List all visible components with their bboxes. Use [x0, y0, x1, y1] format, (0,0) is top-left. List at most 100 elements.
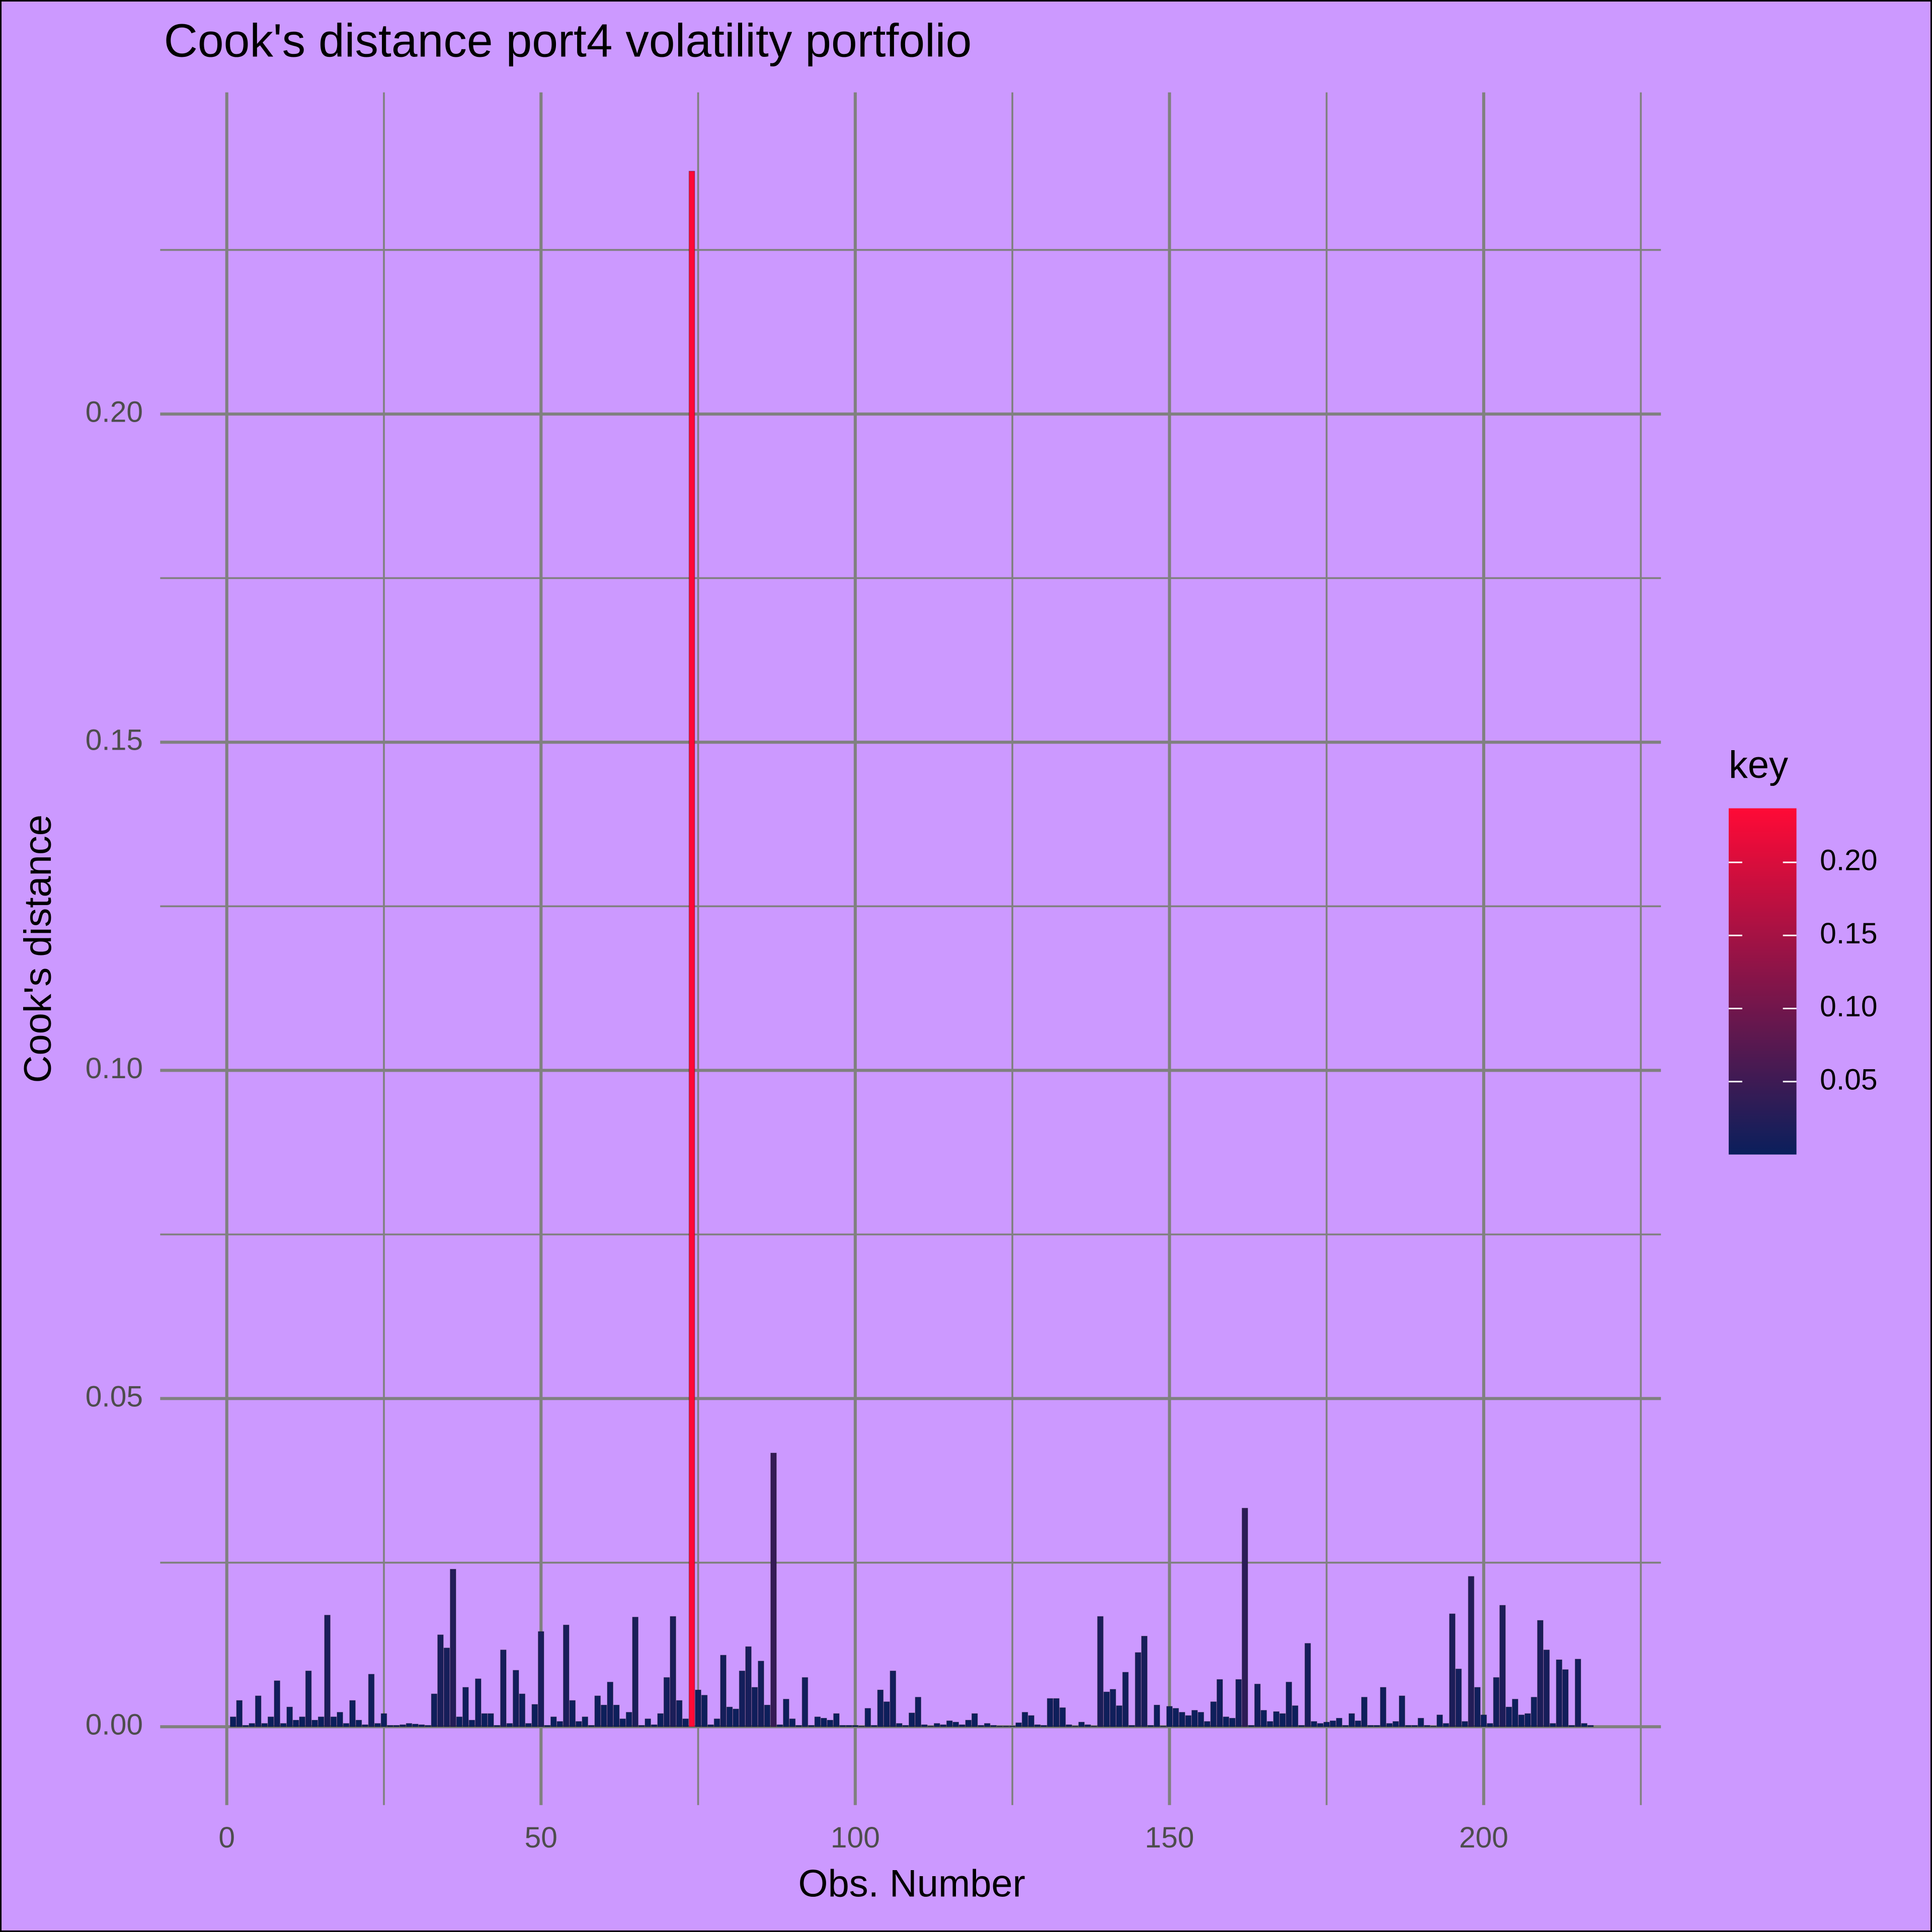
- bar: [789, 1718, 796, 1727]
- legend-title: key: [1729, 744, 1788, 786]
- bar: [1380, 1687, 1387, 1727]
- bar: [745, 1646, 752, 1727]
- bar: [418, 1724, 425, 1727]
- bar: [707, 1724, 714, 1727]
- bar: [594, 1696, 601, 1727]
- bar: [770, 1453, 777, 1727]
- bar: [978, 1725, 984, 1727]
- bar: [1430, 1726, 1437, 1727]
- bar: [833, 1713, 840, 1727]
- bar: [1562, 1669, 1569, 1727]
- colorbar: [1728, 808, 1797, 1155]
- bar: [965, 1720, 972, 1727]
- bar: [1487, 1723, 1493, 1727]
- bar: [1223, 1716, 1230, 1727]
- bar: [726, 1707, 733, 1727]
- bar: [952, 1722, 959, 1727]
- bar: [701, 1695, 708, 1727]
- bar: [852, 1725, 859, 1727]
- bar: [657, 1713, 664, 1727]
- bar: [1317, 1723, 1324, 1727]
- bar: [1254, 1683, 1261, 1727]
- bar: [582, 1716, 588, 1727]
- bar: [1329, 1720, 1336, 1727]
- bar: [1556, 1659, 1563, 1727]
- bar: [1424, 1725, 1430, 1727]
- bar: [236, 1700, 243, 1727]
- bar: [1468, 1576, 1475, 1727]
- bar: [1537, 1620, 1544, 1727]
- bar: [538, 1631, 544, 1727]
- bar: [1235, 1679, 1242, 1727]
- bar: [613, 1705, 620, 1727]
- bar: [1531, 1697, 1538, 1727]
- bar: [1109, 1689, 1116, 1727]
- bar: [1367, 1725, 1374, 1727]
- bar: [676, 1700, 683, 1727]
- bar: [1354, 1720, 1361, 1727]
- bar: [1091, 1726, 1097, 1727]
- bar: [1392, 1721, 1399, 1727]
- bar: [569, 1700, 576, 1727]
- bar: [619, 1718, 626, 1727]
- bar: [864, 1708, 871, 1727]
- bar: [1040, 1725, 1047, 1727]
- bar: [1179, 1712, 1185, 1727]
- bar: [688, 171, 695, 1727]
- bar: [607, 1681, 613, 1727]
- bar: [632, 1617, 638, 1727]
- bar: [1449, 1614, 1456, 1727]
- y-axis-label: Cook's distance: [17, 815, 59, 1083]
- bar: [1185, 1715, 1192, 1727]
- bar: [481, 1713, 488, 1727]
- bar: [330, 1716, 337, 1727]
- bar: [230, 1716, 236, 1727]
- bar: [1242, 1507, 1248, 1727]
- bar: [324, 1615, 331, 1727]
- bar: [462, 1687, 469, 1727]
- bar: [1204, 1721, 1211, 1727]
- bar: [1210, 1701, 1217, 1727]
- bar: [531, 1704, 538, 1727]
- bar: [764, 1705, 771, 1727]
- bar: [1285, 1681, 1292, 1727]
- bar: [1524, 1713, 1531, 1727]
- labels: Cook's distance port4 volatility portfol…: [17, 15, 1788, 1905]
- bar: [1568, 1725, 1575, 1727]
- legend: 0.05 0.10 0.15 0.20: [1728, 808, 1878, 1155]
- bar: [971, 1713, 978, 1727]
- bar: [355, 1720, 362, 1727]
- bar: [525, 1723, 532, 1727]
- bar: [243, 1725, 249, 1727]
- bar: [1003, 1726, 1009, 1727]
- bar: [858, 1726, 865, 1727]
- bar: [996, 1726, 1003, 1727]
- bar: [921, 1724, 928, 1727]
- bar: [544, 1725, 551, 1727]
- bar: [846, 1725, 852, 1727]
- bar: [1292, 1705, 1299, 1727]
- bar: [425, 1725, 431, 1727]
- bar: [1072, 1726, 1079, 1727]
- bar: [1323, 1722, 1330, 1727]
- bar: [292, 1720, 299, 1727]
- bar: [387, 1725, 393, 1727]
- bar: [1273, 1711, 1280, 1727]
- bar: [380, 1713, 387, 1727]
- bar: [299, 1716, 305, 1727]
- bar: [1166, 1706, 1173, 1727]
- bar: [1462, 1721, 1468, 1727]
- bar: [368, 1674, 375, 1727]
- bar: [1455, 1668, 1462, 1727]
- bar: [1386, 1723, 1393, 1727]
- bar: [1474, 1687, 1481, 1727]
- bar: [1336, 1718, 1342, 1727]
- x-tick-label: 200: [1459, 1821, 1508, 1854]
- bar: [1399, 1696, 1405, 1727]
- bar: [343, 1723, 350, 1727]
- bar: [443, 1647, 450, 1727]
- bar: [795, 1725, 802, 1727]
- bar: [958, 1724, 965, 1727]
- bar: [940, 1724, 946, 1727]
